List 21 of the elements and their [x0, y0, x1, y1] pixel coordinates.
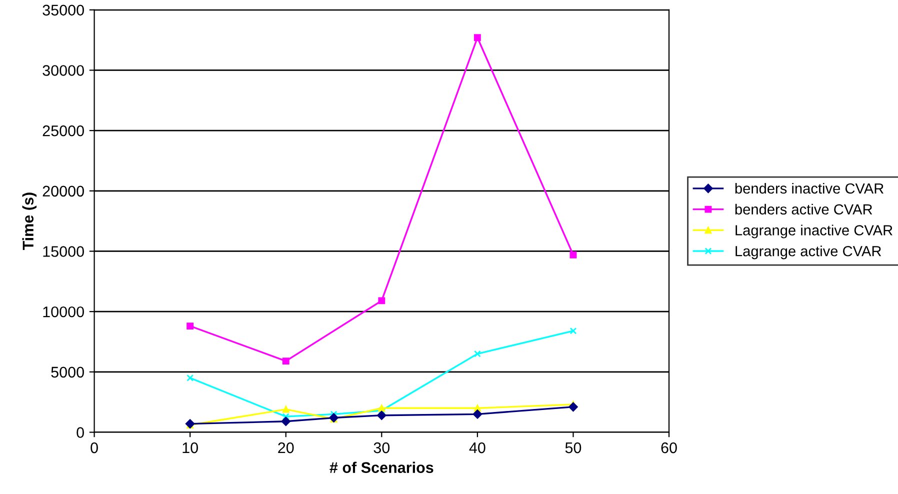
y-tick-label: 15000: [43, 246, 84, 257]
x-tick-label: 20: [278, 442, 294, 454]
x-axis-title: # of Scenarios: [330, 462, 434, 473]
legend-label: Lagrange inactive CVAR: [736, 224, 892, 238]
y-tick-label: 25000: [42, 125, 84, 136]
legend-label: benders inactive CVAR: [735, 182, 884, 194]
legend-label: Lagrange active CVAR: [736, 246, 882, 260]
x-tick-label: 60: [661, 442, 677, 454]
x-tick-label: 0: [90, 442, 98, 454]
x-tick-label: 30: [374, 442, 390, 454]
x-tick-label: 50: [565, 442, 582, 454]
x-tick-label: 10: [182, 442, 198, 454]
y-tick-label: 5000: [51, 366, 84, 378]
y-tick-label: 10000: [43, 306, 84, 318]
y-tick-label: 30000: [42, 65, 84, 76]
y-tick-label: 0: [76, 427, 84, 438]
y-axis-title: Time (s): [22, 192, 37, 250]
y-tick-label: 20000: [42, 186, 84, 197]
y-tick-label: 35000: [42, 4, 84, 16]
x-tick-label: 40: [469, 442, 486, 454]
legend-label: benders active CVAR: [735, 204, 872, 215]
